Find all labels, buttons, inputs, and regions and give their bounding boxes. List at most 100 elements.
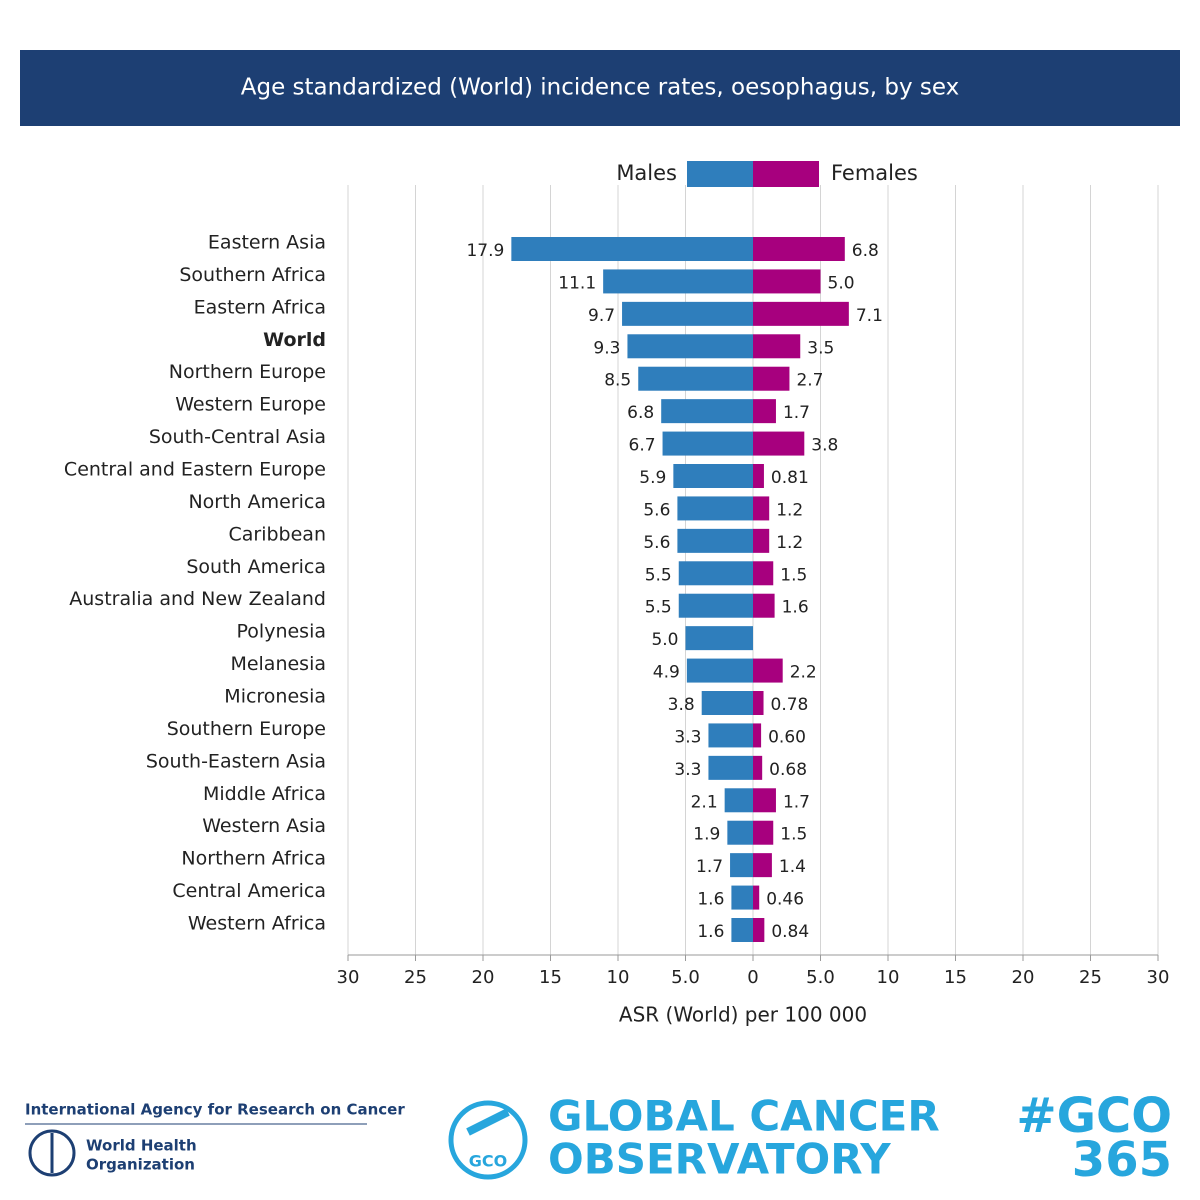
value-label: 2.7 [796, 371, 823, 391]
category-label: Micronesia [224, 686, 326, 708]
gco-logo-telescope [466, 1108, 510, 1136]
bar [753, 885, 760, 910]
x-tick-label: 20 [1012, 967, 1035, 988]
value-label: 1.7 [783, 792, 810, 812]
value-label: 1.6 [697, 890, 724, 910]
value-label: 1.6 [782, 598, 809, 618]
bar [603, 269, 753, 294]
bar [753, 301, 849, 326]
x-tick-label: 30 [1147, 967, 1170, 988]
x-axis-label: ASR (World) per 100 000 [619, 1003, 867, 1027]
category-label: South-Central Asia [149, 426, 326, 448]
value-label: 1.4 [779, 857, 806, 877]
bar [686, 658, 753, 683]
bar [727, 820, 753, 845]
bar [708, 755, 753, 780]
x-tick-label: 10 [607, 967, 630, 988]
gco-logo [448, 1100, 528, 1180]
x-tick-label: 10 [877, 967, 900, 988]
bar [678, 561, 753, 586]
category-label: North America [188, 491, 326, 513]
category-label: Western Asia [202, 815, 326, 837]
value-label: 7.1 [856, 306, 883, 326]
value-label: 1.5 [780, 565, 807, 585]
value-label: 0.78 [771, 695, 809, 715]
value-label: 8.5 [604, 371, 631, 391]
x-tick-label: 20 [472, 967, 495, 988]
bar [677, 496, 753, 521]
value-label: 5.0 [828, 273, 855, 293]
value-label: 3.5 [807, 338, 834, 358]
category-label: Eastern Asia [208, 232, 326, 254]
value-label: 11.1 [558, 273, 596, 293]
bar [753, 431, 805, 456]
x-tick-label: 0 [747, 967, 758, 988]
value-label: 1.2 [776, 533, 803, 553]
value-label: 1.2 [776, 500, 803, 520]
bar [753, 918, 765, 942]
bar [662, 431, 753, 456]
value-label: 6.7 [629, 436, 656, 456]
bar [753, 853, 772, 878]
x-tick-label: 5.0 [671, 967, 700, 988]
category-label: South-Eastern Asia [146, 750, 326, 772]
category-label: Caribbean [229, 523, 327, 545]
legend-swatch [687, 161, 753, 187]
bar [677, 528, 753, 553]
bar [753, 399, 776, 424]
iarc-text: International Agency for Research on Can… [25, 1101, 405, 1119]
value-label: 3.8 [811, 436, 838, 456]
value-label: 5.6 [643, 533, 670, 553]
category-label: Northern Europe [169, 361, 326, 383]
value-label: 1.7 [783, 403, 810, 423]
bar [731, 918, 753, 942]
category-label: Polynesia [237, 621, 326, 643]
plot: 30 25 20 15 10 5.0 0 5.0 10 15 20 25 30 Eastern Asia S… [64, 161, 1170, 988]
category-label: Eastern Africa [194, 296, 326, 318]
category-label: South America [186, 556, 326, 578]
who-emblem [28, 1129, 76, 1177]
bar [701, 691, 753, 715]
bar [511, 237, 753, 261]
category-label: Western Africa [188, 913, 326, 935]
chart-title: Age standardized (World) incidence rates… [241, 75, 959, 101]
value-label: 3.8 [668, 695, 695, 715]
bar [753, 334, 801, 359]
value-label: 1.6 [697, 922, 724, 942]
hashtag: #GCO [1016, 1088, 1172, 1144]
bar [753, 561, 774, 586]
bar [753, 528, 770, 553]
value-label: 0.46 [766, 890, 804, 910]
bar [753, 366, 790, 391]
value-label: 2.2 [790, 663, 817, 683]
value-label: 5.5 [645, 598, 672, 618]
x-tick-label: 30 [337, 967, 360, 988]
gco-text: GLOBAL CANCER [548, 1092, 940, 1141]
bar [627, 334, 753, 359]
value-label: 9.3 [593, 338, 620, 358]
bar [753, 658, 783, 683]
gco-text: OBSERVATORY [548, 1135, 891, 1184]
x-tick-label: 15 [539, 967, 562, 988]
value-label: 5.9 [639, 468, 666, 488]
bar [638, 366, 753, 391]
legend-label: Males [616, 161, 677, 185]
value-label: 5.6 [643, 500, 670, 520]
value-label: 5.5 [645, 565, 672, 585]
x-tick-label: 15 [944, 967, 967, 988]
bar [753, 237, 845, 261]
bar [753, 464, 764, 488]
x-tick-label: 25 [1079, 967, 1102, 988]
bar [708, 723, 753, 748]
value-label: 9.7 [588, 306, 615, 326]
category-label: Central and Eastern Europe [64, 459, 326, 481]
value-label: 1.5 [780, 825, 807, 845]
value-label: 3.3 [674, 760, 701, 780]
value-label: 4.9 [653, 663, 680, 683]
category-label: Western Europe [175, 394, 326, 416]
value-label: 5.0 [651, 630, 678, 650]
value-label: 17.9 [466, 241, 504, 261]
legend-label: Females [831, 161, 918, 185]
value-label: 3.3 [674, 727, 701, 747]
